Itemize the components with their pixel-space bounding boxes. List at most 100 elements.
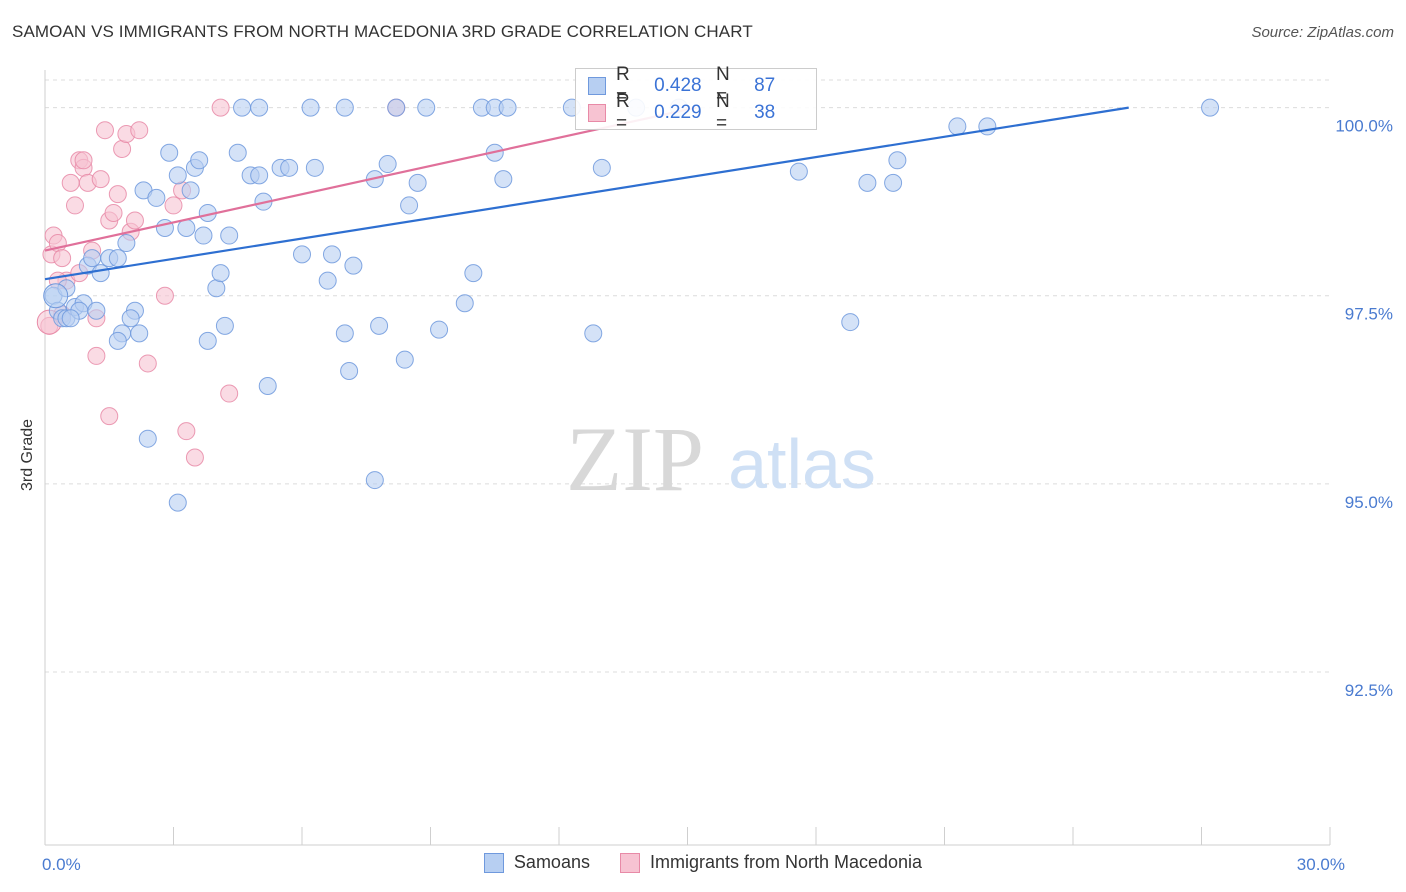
legend-item-samoans[interactable]: Samoans (483, 852, 590, 873)
samoans-point (198, 331, 217, 350)
samoans-point (498, 98, 517, 117)
samoans-point (194, 226, 213, 245)
samoans-point (301, 98, 320, 117)
samoans-point (130, 324, 149, 343)
samoans-point (494, 170, 513, 189)
legend-swatch-samoans (588, 77, 606, 95)
samoans-point (335, 98, 354, 117)
legend-r-label: R = (615, 91, 630, 134)
samoans-point (378, 155, 397, 174)
north-macedonia-point (220, 384, 239, 403)
samoans-trend-line (44, 106, 1129, 281)
samoans-point (160, 143, 179, 162)
north-macedonia-point (108, 185, 127, 204)
legend-r-value: 0.428 (654, 75, 702, 96)
samoans-point (858, 173, 877, 192)
north-macedonia-trend-line (44, 106, 697, 252)
samoans-point (108, 249, 127, 268)
legend-r-label: R = (615, 64, 630, 107)
legend-swatch-samoans (483, 852, 504, 873)
watermark-atlas: atlas (728, 425, 876, 503)
legend-n-label: N = (716, 64, 730, 107)
y-tick-label: 97.5% (1345, 305, 1393, 324)
samoans-point (43, 283, 69, 309)
y-tick-label: 100.0% (1335, 117, 1393, 136)
samoans-point (228, 143, 247, 162)
samoans-point (117, 234, 136, 253)
samoans-point (108, 331, 127, 350)
samoans-point (592, 158, 611, 177)
tick-labels: 100.0% 97.5% 95.0% 92.5% 0.0% 30.0% (42, 117, 1393, 874)
north-macedonia-point (130, 121, 149, 140)
samoans-point (387, 98, 406, 117)
legend-r-value: 0.229 (654, 102, 702, 123)
samoans-point (211, 264, 230, 283)
samoans-point (430, 320, 449, 339)
y-tick-label: 95.0% (1345, 493, 1393, 512)
samoans-point (322, 245, 341, 264)
samoans-point (258, 377, 277, 396)
legend-label-samoans: Samoans (513, 852, 590, 872)
north-macedonia-point (177, 422, 196, 441)
north-macedonia-point (211, 98, 230, 117)
samoans-point (181, 181, 200, 200)
samoans-point (83, 249, 102, 268)
chart-title: SAMOAN VS IMMIGRANTS FROM NORTH MACEDONI… (12, 22, 753, 41)
samoans-point (340, 361, 359, 380)
samoans-point (305, 158, 324, 177)
north-macedonia-point (65, 196, 84, 215)
samoans-point (207, 279, 226, 298)
north-macedonia-point (74, 151, 93, 170)
legend-n-label: N = (716, 91, 730, 134)
north-macedonia-point (125, 211, 144, 230)
gridlines (45, 79, 1330, 673)
samoans-point (293, 245, 311, 264)
samoans-point (168, 493, 187, 512)
samoans-point (280, 158, 299, 177)
legend-n-value: 87 (754, 75, 776, 96)
samoans-point (318, 271, 337, 290)
north-macedonia-point (185, 448, 204, 467)
north-macedonia-point (95, 121, 114, 140)
samoans-point (584, 324, 603, 343)
north-macedonia-point (87, 346, 106, 365)
samoans-point (464, 264, 483, 283)
samoans-point (138, 429, 157, 448)
north-macedonia-point (155, 286, 174, 305)
samoans-point (91, 264, 110, 283)
north-macedonia-point (53, 249, 72, 268)
legend-swatch-north-macedonia (619, 852, 640, 873)
samoans-point (147, 188, 166, 207)
north-macedonia-point (164, 196, 183, 215)
series-blue-points (43, 98, 1220, 512)
north-macedonia-point (138, 354, 157, 373)
series-legend: Samoans Immigrants from North Macedonia (0, 852, 1406, 873)
samoans-point (344, 256, 363, 275)
axes (44, 70, 1331, 846)
watermark-zip: ZIP (566, 408, 704, 510)
x-tick-label: 0.0% (42, 855, 81, 874)
samoans-point (978, 117, 997, 136)
north-macedonia-point (113, 140, 132, 159)
samoans-point (884, 173, 903, 192)
watermark: ZIP atlas (566, 408, 876, 510)
north-macedonia-point (100, 407, 119, 426)
samoans-point (168, 166, 187, 185)
samoans-point (1201, 98, 1220, 117)
x-tick-label: 30.0% (1297, 855, 1345, 874)
samoans-point (121, 309, 140, 328)
legend-label-north-macedonia: Immigrants from North Macedonia (649, 852, 923, 872)
samoans-point (61, 309, 80, 328)
samoans-point (948, 117, 967, 136)
legend-item-north-macedonia[interactable]: Immigrants from North Macedonia (619, 852, 923, 873)
samoans-point (87, 301, 106, 320)
north-macedonia-point (61, 173, 80, 192)
legend-row-north-macedonia: R = 0.229 N = 38 (588, 91, 816, 134)
y-tick-label: 92.5% (1345, 681, 1393, 700)
samoans-point (250, 166, 269, 185)
samoans-point (408, 173, 427, 192)
samoans-point (220, 226, 239, 245)
legend-swatch-north-macedonia (588, 104, 606, 122)
north-macedonia-point (91, 170, 110, 189)
samoans-point (417, 98, 436, 117)
